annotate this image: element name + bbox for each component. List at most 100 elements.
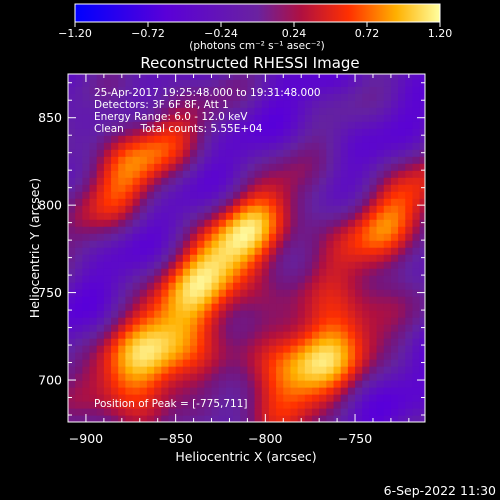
heatmap-cell xyxy=(168,114,177,122)
heatmap-cell xyxy=(103,184,112,192)
heatmap-cell xyxy=(154,128,162,136)
heatmap-cell xyxy=(154,268,162,276)
heatmap-cell xyxy=(297,226,306,234)
heatmap-cell xyxy=(168,74,177,80)
heatmap-cell xyxy=(369,345,378,353)
heatmap-cell xyxy=(96,408,105,416)
heatmap-cell xyxy=(283,121,292,129)
heatmap-cell xyxy=(111,359,119,367)
heatmap-cell xyxy=(390,233,399,241)
heatmap-cell xyxy=(89,401,98,409)
heatmap-cell xyxy=(204,100,213,108)
heatmap-cell xyxy=(197,352,205,360)
heatmap-cell xyxy=(268,86,277,94)
heatmap-cell xyxy=(139,268,148,276)
heatmap-cell xyxy=(340,177,349,185)
heatmap-cell xyxy=(189,345,198,353)
heatmap-cell xyxy=(118,352,127,360)
heatmap-cell xyxy=(75,317,83,325)
heatmap-cell xyxy=(233,317,241,325)
heatmap-cell xyxy=(211,170,220,178)
heatmap-cell xyxy=(326,177,335,185)
heatmap-cell xyxy=(218,261,227,269)
heatmap-cell xyxy=(405,219,414,227)
heatmap-cell xyxy=(297,282,306,290)
heatmap-cell xyxy=(347,240,356,248)
heatmap-cell xyxy=(103,128,112,136)
heatmap-cell xyxy=(383,86,392,94)
heatmap-cell xyxy=(283,233,292,241)
heatmap-cell xyxy=(96,303,105,311)
heatmap-cell xyxy=(118,135,127,143)
heatmap-cell xyxy=(398,114,406,122)
heatmap-cell xyxy=(254,184,263,192)
heatmap-cell xyxy=(189,331,198,339)
heatmap-cell xyxy=(261,254,270,262)
heatmap-cell xyxy=(233,121,241,129)
heatmap-cell xyxy=(283,401,292,409)
heatmap-cell xyxy=(276,303,284,311)
heatmap-cell xyxy=(355,233,363,241)
heatmap-cell xyxy=(268,401,277,409)
heatmap-cell xyxy=(175,198,184,206)
heatmap-cell xyxy=(311,135,320,143)
heatmap-cell xyxy=(398,163,406,171)
heatmap-cell xyxy=(154,212,162,220)
heatmap-cell xyxy=(419,415,425,422)
heatmap-cell xyxy=(347,233,356,241)
heatmap-cell xyxy=(369,324,378,332)
heatmap-cell xyxy=(132,268,141,276)
heatmap-cell xyxy=(96,177,105,185)
heatmap-cell xyxy=(96,401,105,409)
heatmap-cell xyxy=(390,268,399,276)
heatmap-cell xyxy=(103,352,112,360)
heatmap-cell xyxy=(103,135,112,143)
heatmap-cell xyxy=(276,142,284,150)
heatmap-cell xyxy=(168,240,177,248)
heatmap-cell xyxy=(355,289,363,297)
heatmap-cell xyxy=(197,233,205,241)
heatmap-cell xyxy=(125,198,134,206)
heatmap-cell xyxy=(398,275,406,283)
heatmap-cell xyxy=(254,233,263,241)
heatmap-cell xyxy=(304,310,313,318)
heatmap-cell xyxy=(182,219,191,227)
heatmap-cell xyxy=(376,387,385,395)
heatmap-cell xyxy=(383,198,392,206)
heatmap-cell xyxy=(154,261,162,269)
heatmap-cell xyxy=(139,310,148,318)
heatmap-cell xyxy=(311,415,320,422)
heatmap-cell xyxy=(412,394,421,402)
heatmap-cell xyxy=(168,275,177,283)
heatmap-cell xyxy=(254,74,263,80)
heatmap-cell xyxy=(326,289,335,297)
heatmap-cell xyxy=(390,100,399,108)
heatmap-cell xyxy=(319,135,327,143)
heatmap-cell xyxy=(304,366,313,374)
heatmap-cell xyxy=(189,219,198,227)
heatmap-cell xyxy=(268,317,277,325)
heatmap-cell xyxy=(82,408,91,416)
heatmap-cell xyxy=(233,86,241,94)
heatmap-cell xyxy=(168,345,177,353)
heatmap-cell xyxy=(168,149,177,157)
heatmap-cell xyxy=(139,142,148,150)
heatmap-cell xyxy=(355,380,363,388)
heatmap-cell xyxy=(233,254,241,262)
heatmap-cell xyxy=(405,289,414,297)
heatmap-cell xyxy=(383,352,392,360)
heatmap-cell xyxy=(175,352,184,360)
heatmap-cell xyxy=(197,142,205,150)
heatmap-cell xyxy=(233,156,241,164)
heatmap-cell xyxy=(161,79,170,87)
heatmap-cell xyxy=(96,261,105,269)
heatmap-cell xyxy=(96,380,105,388)
heatmap-cell xyxy=(211,233,220,241)
heatmap-cell xyxy=(419,212,425,220)
heatmap-cell xyxy=(118,247,127,255)
heatmap-cell xyxy=(211,373,220,381)
heatmap-cell xyxy=(225,233,234,241)
heatmap-cell xyxy=(111,296,119,304)
heatmap-cell xyxy=(297,366,306,374)
heatmap-cell xyxy=(376,74,385,80)
